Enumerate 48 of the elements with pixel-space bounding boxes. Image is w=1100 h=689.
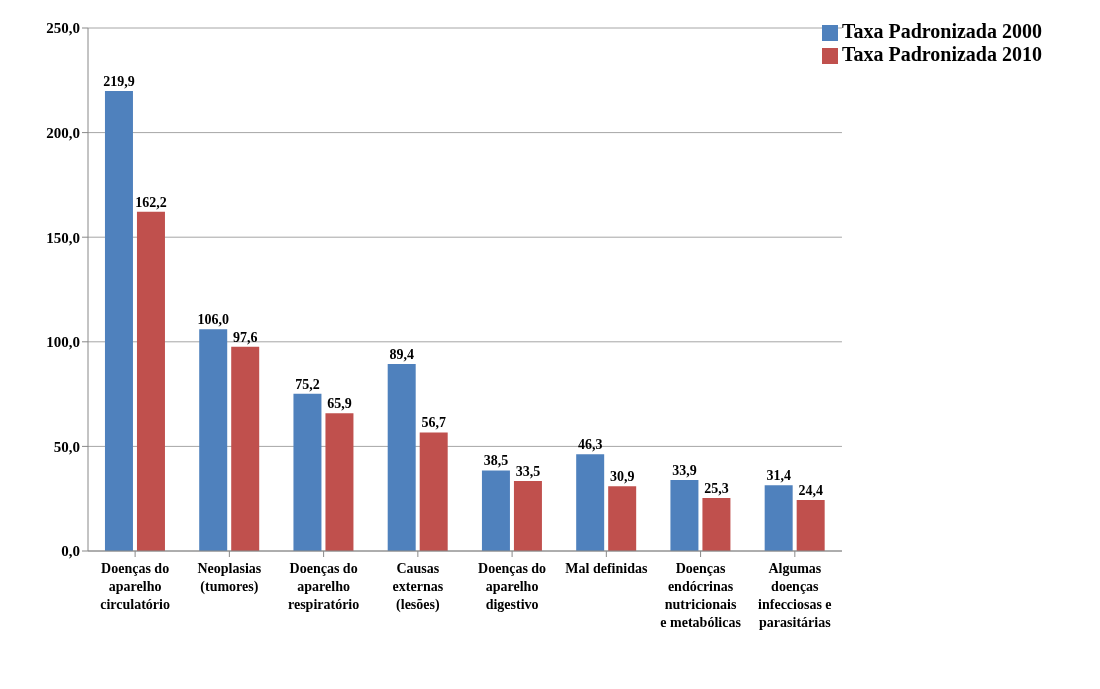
data-label: 56,7 [421,415,446,431]
data-label: 33,5 [515,463,541,479]
bar [104,90,133,551]
bar [513,480,542,551]
legend-label: Taxa Padronizada 2010 [841,43,1042,65]
x-tick-label: Algumas doenças infecciosas e parasitárias [758,561,832,630]
bar [136,211,165,551]
x-tick-label: Doenças do aparelho digestivo [478,561,547,612]
y-tick-label: 150,0 [46,229,80,246]
data-label: 46,3 [577,437,603,453]
data-label: 38,5 [483,453,509,469]
x-tick-label: Doenças do aparelho respiratório [287,561,360,612]
bar [325,413,354,551]
x-tick-label: Causas externas (lesões) [392,561,444,613]
bar [670,480,699,551]
bar [231,346,260,551]
x-tick-label: Mal definidas [565,561,648,576]
bar [293,393,322,551]
data-label: 24,4 [798,482,823,498]
y-tick-label: 200,0 [46,124,80,141]
bar [608,486,637,551]
data-label: 106,0 [197,312,229,328]
x-tick-label: Doenças endócrinas nutricionais e metabólicas [660,561,742,630]
bar [576,454,605,551]
bar [481,470,510,551]
bar [199,329,228,551]
y-tick-label: 250,0 [46,20,80,37]
y-tick-label: 50,0 [53,438,80,455]
bar [702,498,731,551]
bar [387,363,416,551]
bar [796,499,825,551]
y-tick-label: 100,0 [46,334,80,351]
data-label: 65,9 [327,396,352,412]
data-label: 33,9 [672,463,697,479]
data-label: 97,6 [232,329,258,345]
y-tick-label: 0,0 [61,543,80,560]
data-label: 25,3 [704,481,729,497]
x-tick-label: Neoplasias (tumores) [197,561,262,595]
data-label: 89,4 [389,346,414,362]
data-label: 219,9 [103,73,135,89]
bar [419,432,448,551]
x-tick-label: Doenças do aparelho circulatório [100,561,170,612]
data-label: 75,2 [295,376,320,392]
legend-label: Taxa Padronizada 2000 [841,20,1042,42]
data-label: 162,2 [135,194,167,210]
data-label: 30,9 [609,469,635,485]
data-label: 31,4 [766,468,791,484]
bar [764,485,793,551]
